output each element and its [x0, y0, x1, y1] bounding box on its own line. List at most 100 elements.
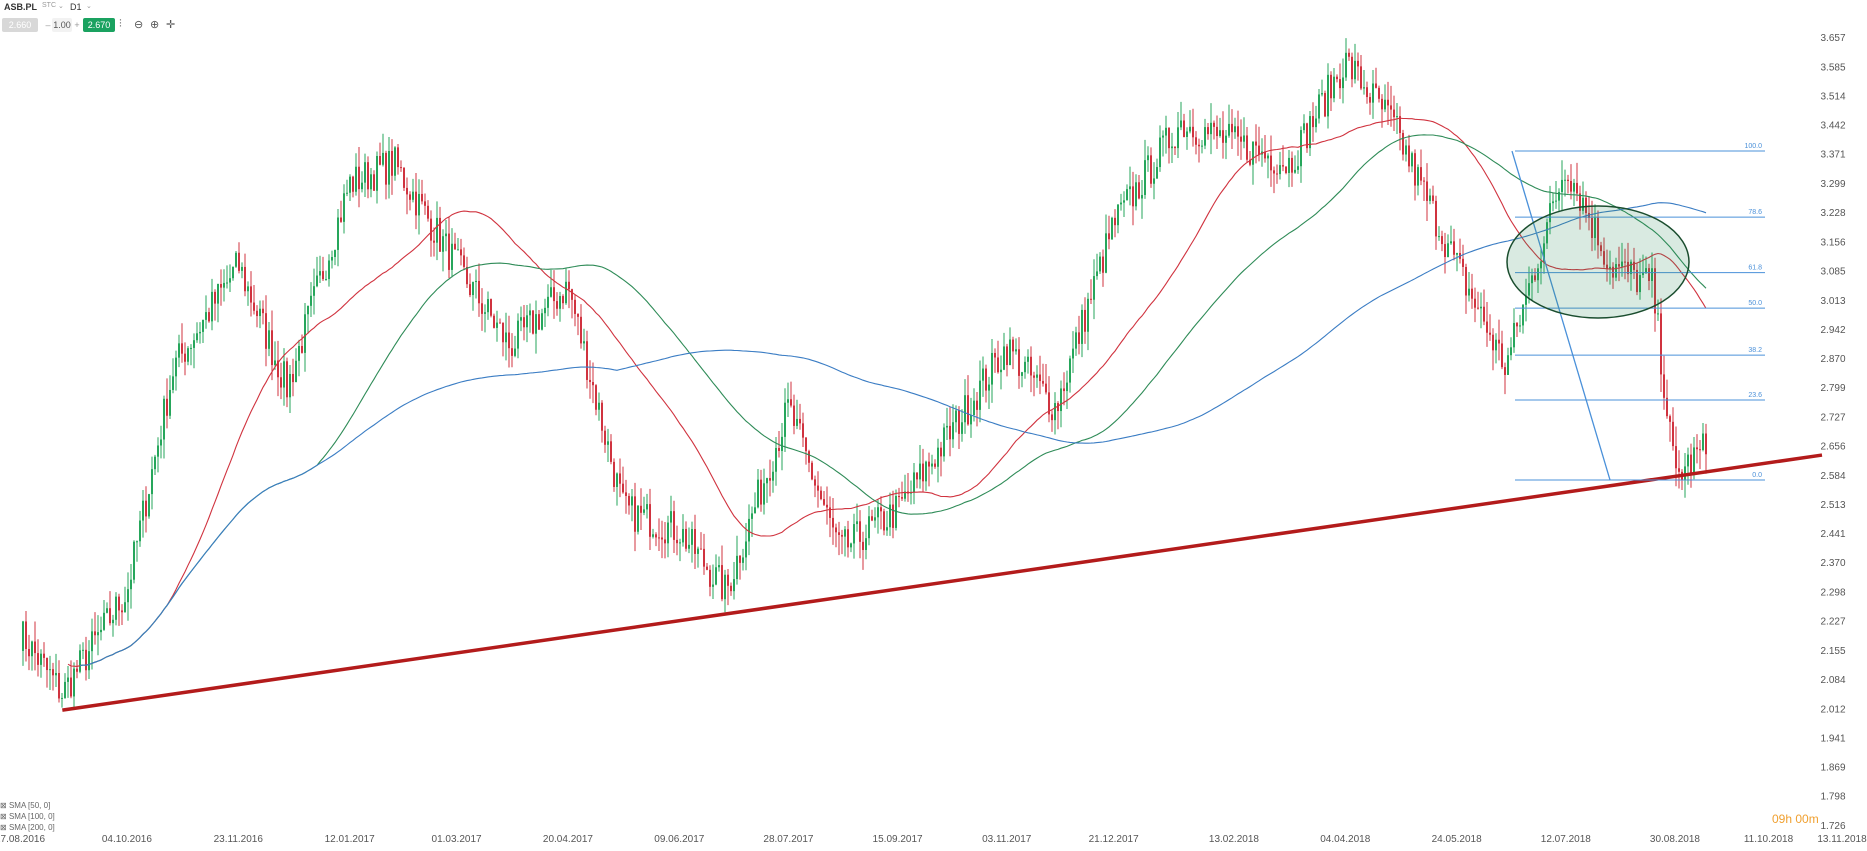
candle-body: [1153, 178, 1155, 184]
candle-body: [286, 361, 288, 398]
candle-body: [205, 312, 207, 320]
candle-body: [1582, 197, 1584, 211]
source-chevron-icon[interactable]: ⌄: [58, 3, 64, 10]
candle-body: [991, 352, 993, 385]
candle-body: [577, 313, 579, 317]
candle-body: [697, 548, 699, 554]
candle-body: [1693, 447, 1695, 474]
candle-body: [832, 517, 834, 528]
candle-body: [319, 271, 321, 276]
candle-body: [211, 291, 213, 322]
candle-body: [1048, 392, 1050, 415]
candle-body: [523, 317, 525, 328]
candle-body: [742, 557, 744, 563]
candle-body: [1669, 416, 1671, 422]
candle-body: [544, 307, 546, 314]
interval-label[interactable]: D1: [70, 2, 82, 12]
plus-icon[interactable]: +: [74, 20, 80, 30]
candle-body: [1180, 120, 1182, 128]
candle-body: [1156, 167, 1158, 179]
candle-body: [571, 289, 573, 300]
zoom-out-icon[interactable]: ⊖: [134, 19, 144, 31]
candle-body: [1477, 307, 1479, 309]
candle-body: [589, 379, 591, 383]
candle-body: [1480, 306, 1482, 309]
candle-body: [529, 310, 531, 316]
candle-body: [100, 629, 102, 633]
candle-body: [559, 296, 561, 309]
candle-body: [769, 478, 771, 481]
candles-icon[interactable]: ⫶: [119, 18, 122, 30]
y-tick-label: 2.727: [1820, 413, 1845, 424]
candle-body: [484, 312, 486, 314]
minus-icon[interactable]: –: [45, 20, 51, 30]
candle-body: [1006, 346, 1008, 366]
candle-body: [1126, 189, 1128, 201]
ask-price[interactable]: 2.670: [83, 18, 115, 32]
candle-body: [487, 299, 489, 313]
candle-body: [1513, 322, 1515, 348]
candle-body: [1519, 325, 1521, 327]
candle-body: [1492, 334, 1494, 351]
candle-body: [25, 621, 27, 649]
candle-body: [610, 441, 612, 462]
candle-body: [169, 389, 171, 416]
zoom-in-icon[interactable]: ⊕: [150, 19, 160, 31]
candle-body: [172, 376, 174, 390]
candle-body: [1675, 446, 1677, 469]
candle-body: [1054, 403, 1056, 421]
fib-level-label: 50.0: [1748, 300, 1762, 307]
candle-body: [466, 266, 468, 285]
candle-body: [1429, 195, 1431, 201]
y-tick-label: 3.371: [1820, 150, 1845, 161]
candle-body: [154, 456, 156, 470]
candle-body: [400, 167, 402, 169]
candle-body: [1633, 261, 1635, 270]
interval-chevron-icon[interactable]: ⌄: [86, 3, 92, 10]
candle-body: [1396, 116, 1398, 118]
candle-body: [481, 303, 483, 314]
source-label[interactable]: STC: [42, 2, 56, 9]
candle-body: [847, 529, 849, 548]
candle-body: [304, 314, 306, 353]
y-tick-label: 3.585: [1820, 62, 1845, 73]
fib-level-label: 100.0: [1744, 143, 1762, 150]
y-tick-label: 2.584: [1820, 471, 1845, 482]
candle-body: [1327, 74, 1329, 117]
candle-body: [619, 473, 621, 484]
candle-body: [199, 331, 201, 334]
candle-body: [1093, 276, 1095, 300]
candle-body: [490, 299, 492, 316]
y-tick-label: 2.656: [1820, 441, 1845, 452]
candle-body: [631, 496, 633, 506]
candle-body: [94, 631, 96, 636]
candle-body: [715, 567, 717, 585]
candle-body: [1534, 275, 1536, 281]
sma-50-line: [67, 117, 1707, 667]
candle-body: [763, 483, 765, 505]
bid-price[interactable]: 2.660: [2, 18, 38, 32]
crosshair-icon[interactable]: ✛: [166, 19, 176, 31]
candle-body: [325, 279, 327, 281]
candle-body: [1072, 348, 1074, 359]
candle-body: [1177, 127, 1179, 149]
y-tick-label: 3.013: [1820, 296, 1845, 307]
candle-body: [79, 650, 81, 672]
candle-body: [1411, 153, 1413, 167]
candle-body: [1150, 155, 1152, 184]
x-tick-label: 28.07.2017: [763, 834, 813, 845]
candle-body: [721, 565, 723, 600]
candle-body: [121, 610, 123, 613]
symbol-label[interactable]: ASB.PL: [4, 2, 38, 12]
candle-body: [1210, 122, 1212, 135]
candle-body: [625, 492, 627, 496]
candle-body: [64, 681, 66, 698]
candle-body: [685, 528, 687, 549]
candle-body: [1504, 367, 1506, 375]
candle-body: [1570, 180, 1572, 192]
candle-body: [1591, 217, 1593, 238]
candle-body: [1615, 264, 1617, 278]
volume-field[interactable]: 1.00: [52, 18, 72, 32]
y-tick-label: 3.442: [1820, 121, 1845, 132]
